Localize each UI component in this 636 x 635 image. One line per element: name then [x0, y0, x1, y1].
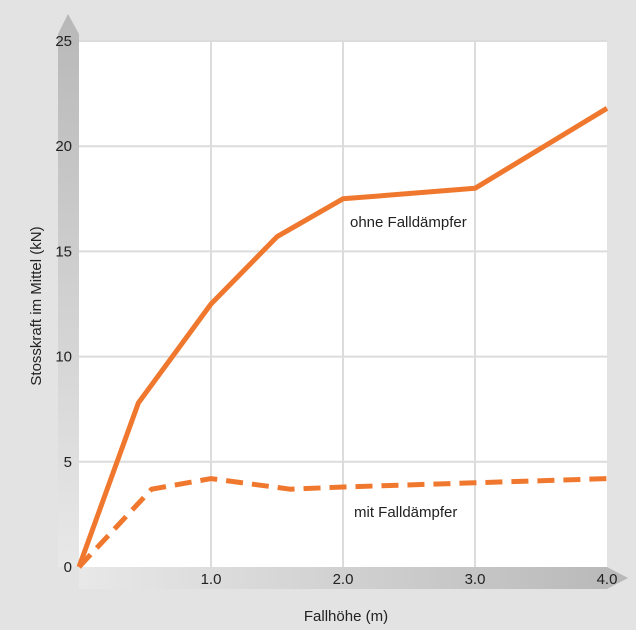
y-tick-label: 10 — [55, 349, 72, 366]
y-tick-label: 20 — [55, 138, 72, 155]
grid-lines — [79, 40, 607, 567]
series-label-mit: mit Falldämpfer — [354, 504, 457, 521]
x-tick-label: 1.0 — [201, 571, 222, 588]
y-tick-label: 15 — [55, 243, 72, 260]
x-tick-label: 2.0 — [333, 571, 354, 588]
series-line-ohne — [76, 106, 609, 568]
y-tick-label: 0 — [64, 559, 72, 576]
x-tick-label: 4.0 — [597, 571, 618, 588]
series-line-mit — [77, 476, 608, 569]
y-tick-label: 5 — [64, 454, 72, 471]
x-tick-label: 3.0 — [465, 571, 486, 588]
x-axis-title: Fallhöhe (m) — [304, 608, 388, 625]
series-lines — [76, 106, 609, 569]
x-axis-arrow — [79, 567, 628, 589]
tick-labels: 0 5 10 15 20 25 1.0 2.0 3.0 4.0 — [55, 33, 617, 588]
y-tick-label: 25 — [55, 33, 72, 50]
y-axis-title: Stosskraft im Mittel (kN) — [28, 226, 45, 385]
y-axis-arrow — [58, 14, 79, 567]
series-label-ohne: ohne Falldämpfer — [350, 214, 467, 231]
